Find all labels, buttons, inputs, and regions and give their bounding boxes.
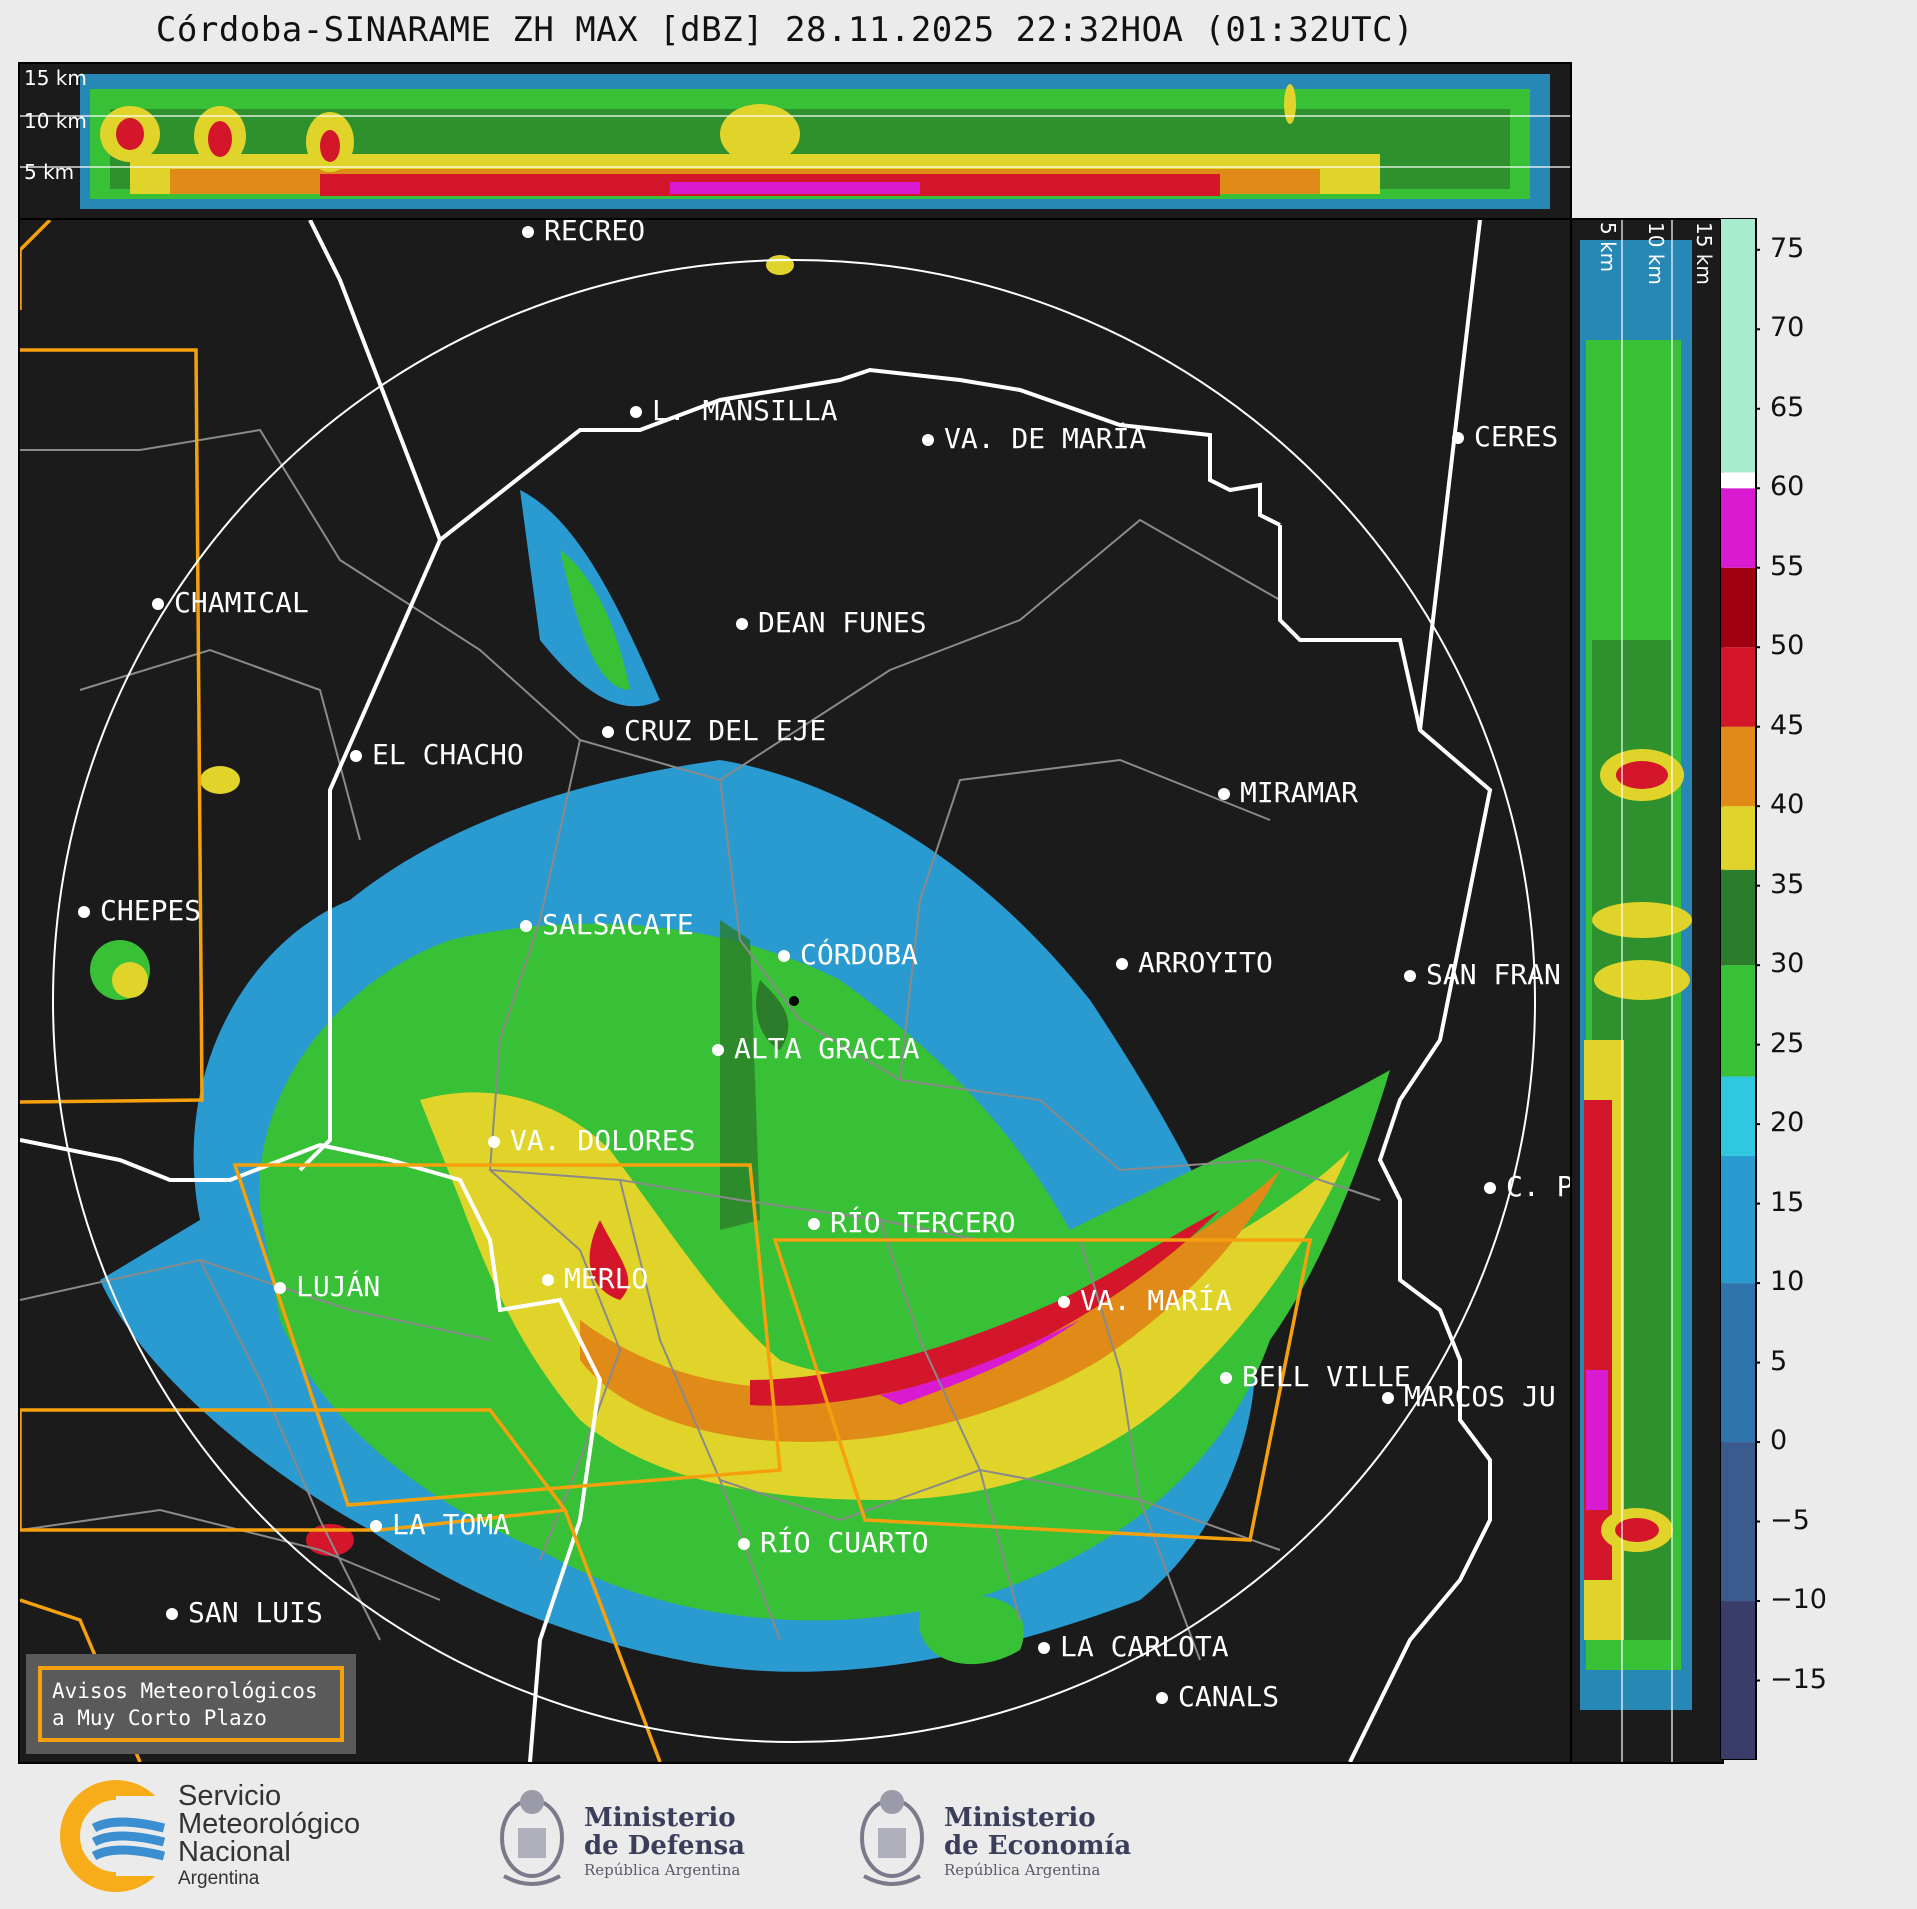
- avisos-legend: Avisos Meteorológicos a Muy Corto Plazo: [26, 1654, 356, 1754]
- city-label: SAN FRAN: [1404, 958, 1561, 991]
- top-cross-section-panel: 15 km 10 km 5 km: [18, 62, 1572, 220]
- colorbar-tick-label: −15: [1770, 1663, 1827, 1695]
- colorbar-tick-label: 65: [1770, 391, 1805, 423]
- city-label: SALSACATE: [520, 908, 694, 941]
- colorbar-segment: [1720, 726, 1756, 807]
- top-label-5km: 5 km: [24, 160, 75, 184]
- colorbar-segment: [1720, 1442, 1756, 1602]
- city-label: MIRAMAR: [1218, 776, 1358, 809]
- colorbar-tick-label: 25: [1770, 1027, 1805, 1059]
- city-label: CRUZ DEL EJE: [602, 714, 826, 747]
- colorbar-tick-label: 70: [1770, 312, 1805, 344]
- colorbar-frame: [1720, 218, 1757, 1760]
- colorbar-segment: [1720, 869, 1756, 966]
- colorbar-tick-label: −5: [1770, 1504, 1810, 1536]
- economia-logo-text: Ministerio de Economía República Argenti…: [944, 1803, 1132, 1879]
- city-label: CERES: [1452, 420, 1558, 453]
- colorbar-segment: [1720, 806, 1756, 870]
- colorbar-segment: [1720, 567, 1756, 648]
- defensa-logo-text: Ministerio de Defensa República Argentin…: [584, 1803, 745, 1879]
- colorbar: [1720, 218, 1760, 1760]
- city-label: RÍO CUARTO: [738, 1526, 929, 1559]
- colorbar-segment: [1720, 1155, 1756, 1284]
- colorbar-segment: [1720, 218, 1756, 473]
- city-label: ALTA GRACIA: [712, 1032, 919, 1065]
- city-label: EL CHACHO: [350, 738, 524, 771]
- avisos-line2: a Muy Corto Plazo: [52, 1706, 267, 1730]
- colorbar-tick-label: 15: [1770, 1186, 1805, 1218]
- chart-title: Córdoba-SINARAME ZH MAX [dBZ] 28.11.2025…: [155, 10, 1415, 50]
- smn-logo-text: Servicio Meteorológico Nacional Argentin…: [178, 1780, 361, 1890]
- city-label: CHEPES: [78, 894, 201, 927]
- city-label: LA TOMA: [370, 1508, 510, 1541]
- city-label: MARCOS JU: [1382, 1380, 1556, 1413]
- colorbar-tick-label: 5: [1770, 1345, 1788, 1377]
- city-label: L. MANSILLA: [630, 394, 837, 427]
- colorbar-tick-label: 10: [1770, 1266, 1805, 1298]
- colorbar-tick-label: 45: [1770, 709, 1805, 741]
- city-label: CHAMICAL: [152, 586, 309, 619]
- colorbar-tick-label: −10: [1770, 1584, 1827, 1616]
- city-label: C. P: [1484, 1170, 1570, 1203]
- colorbar-tick-label: 55: [1770, 550, 1805, 582]
- city-label: LUJÁN: [274, 1270, 380, 1303]
- range-ring: [52, 259, 1536, 1743]
- side-label-15km: 15 km: [1692, 222, 1716, 285]
- colorbar-segment: [1720, 1076, 1756, 1156]
- coat-of-arms-icon: [500, 1790, 564, 1886]
- province-boundaries: [20, 220, 1493, 1762]
- side-cross-section-svg: [1580, 220, 1692, 1762]
- top-echo-band: [80, 74, 1550, 209]
- colorbar-tick-label: 20: [1770, 1107, 1805, 1139]
- colorbar-tick-label: 40: [1770, 789, 1805, 821]
- city-label: MERLO: [542, 1262, 648, 1295]
- side-echo-band: [1580, 240, 1692, 1710]
- colorbar-tick-label: 60: [1770, 471, 1805, 503]
- colorbar-tick-label: 0: [1770, 1425, 1788, 1457]
- warning-polygons: [20, 220, 1313, 1762]
- colorbar-tick-label: 35: [1770, 868, 1805, 900]
- radar-map-svg: [20, 220, 1536, 1762]
- city-label: BELL VILLE: [1220, 1360, 1411, 1393]
- radar-echoes: [90, 255, 1390, 1672]
- side-label-5km: 5 km: [1596, 222, 1620, 273]
- colorbar-segment: [1720, 647, 1756, 727]
- city-label: CÓRDOBA: [778, 938, 918, 971]
- avisos-line1: Avisos Meteorológicos: [52, 1679, 318, 1703]
- city-label: VA. DOLORES: [488, 1124, 695, 1157]
- colorbar-segment: [1720, 472, 1756, 489]
- colorbar-segment: [1720, 965, 1756, 1077]
- side-cross-section-panel: 5 km 10 km 15 km: [1570, 218, 1724, 1764]
- city-label: RÍO TERCERO: [808, 1206, 1015, 1239]
- colorbar-segment: [1720, 488, 1756, 568]
- coat-of-arms-icon: [860, 1790, 924, 1886]
- top-label-10km: 10 km: [24, 109, 87, 133]
- city-label: VA. DE MARÍA: [922, 422, 1146, 455]
- colorbar-tick-label: 30: [1770, 948, 1805, 980]
- city-label: SAN LUIS: [166, 1596, 323, 1629]
- city-label: DEAN FUNES: [736, 606, 927, 639]
- city-label: RECREO: [522, 220, 645, 247]
- radar-site: [789, 996, 799, 1006]
- radar-map-panel: RECREO L. MANSILLA VA. DE MARÍA CERES CH…: [18, 218, 1572, 1764]
- city-label: VA. MARÍA: [1058, 1284, 1232, 1317]
- colorbar-segment: [1720, 1283, 1756, 1443]
- city-label: LA CARLOTA: [1038, 1630, 1229, 1663]
- city-label: CANALS: [1156, 1680, 1279, 1713]
- smn-logo-icon: [60, 1780, 174, 1892]
- avisos-legend-frame: Avisos Meteorológicos a Muy Corto Plazo: [38, 1666, 344, 1742]
- side-label-10km: 10 km: [1644, 222, 1668, 285]
- top-label-15km: 15 km: [24, 66, 87, 90]
- colorbar-segment: [1720, 1601, 1756, 1760]
- colorbar-tick-label: 75: [1770, 232, 1805, 264]
- colorbar-tick-label: 50: [1770, 630, 1805, 662]
- city-label: ARROYITO: [1116, 946, 1273, 979]
- top-cross-section-svg: [20, 74, 1570, 209]
